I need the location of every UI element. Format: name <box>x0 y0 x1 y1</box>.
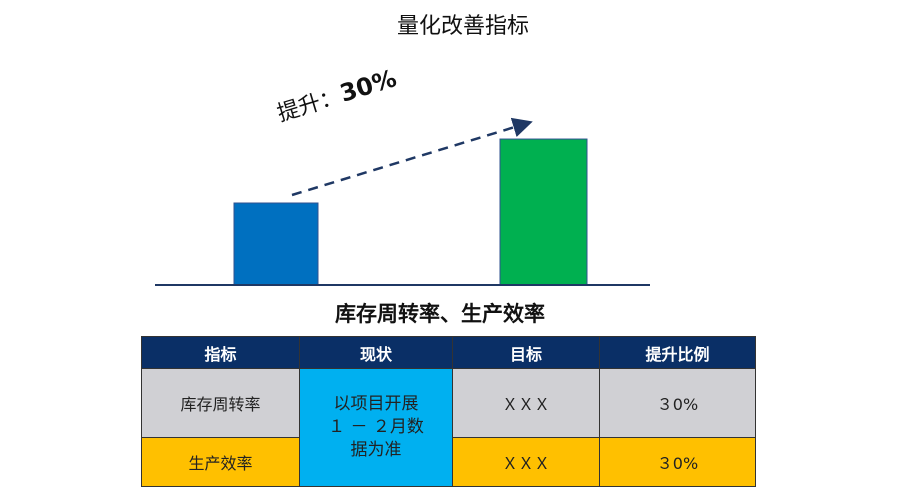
trend-arrow <box>291 117 533 197</box>
table-row: 生产效率 ＸＸＸ ３0% <box>141 437 756 487</box>
table-title: 库存周转率、生产效率 <box>335 302 545 326</box>
ratio-cell: ３0% <box>599 368 756 438</box>
page-title: 量化改善指标 <box>396 14 529 39</box>
table-row: 库存周转率 以项目开展 １ － ２月数 据为准 ＸＸＸ ３0% <box>141 368 756 487</box>
table-header-row: 指标 现状 目标 提升比例 <box>141 336 756 369</box>
comparison-diagram <box>155 117 650 286</box>
ratio-cell: ３0% <box>599 437 756 487</box>
status-line: 据为准 <box>350 440 402 460</box>
bar-before <box>233 202 319 286</box>
target-cell: ＸＸＸ <box>452 437 600 487</box>
header-cell: 提升比例 <box>599 336 756 369</box>
header-cell: 目标 <box>452 336 600 369</box>
metrics-table: 指标 现状 目标 提升比例 库存周转率 以项目开展 １ － ２月数 据为准 ＸＸ… <box>141 336 756 487</box>
metric-cell: 库存周转率 <box>141 368 300 438</box>
target-cell: ＸＸＸ <box>452 368 600 438</box>
status-line: 以项目开展 <box>333 394 419 414</box>
status-line: １ － ２月数 <box>328 417 424 437</box>
header-cell: 现状 <box>299 336 453 369</box>
header-cell: 指标 <box>141 336 300 369</box>
status-cell: 以项目开展 １ － ２月数 据为准 <box>299 368 453 487</box>
bar-after <box>499 138 588 286</box>
metric-cell: 生产效率 <box>141 437 300 487</box>
